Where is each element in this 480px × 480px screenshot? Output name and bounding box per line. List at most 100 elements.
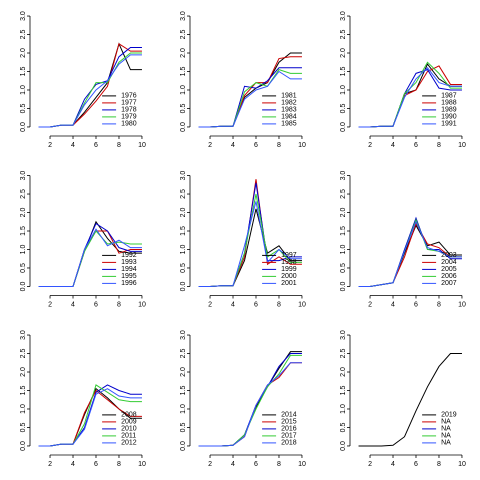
series-line <box>38 228 142 287</box>
legend-label: 2017 <box>281 433 297 440</box>
legend-label: NA <box>441 433 451 440</box>
y-tick-label: 1.5 <box>180 226 187 236</box>
legend-label: 2008 <box>121 412 137 419</box>
series-line <box>198 362 302 447</box>
y-tick-label: 0.0 <box>340 281 347 291</box>
y-tick-label: 1.5 <box>20 226 27 236</box>
series-line <box>198 201 302 287</box>
y-tick-label: 0.0 <box>20 281 27 291</box>
y-tick-label: 3.0 <box>20 11 27 21</box>
y-tick-label: 1.5 <box>180 386 187 396</box>
legend-label: 2006 <box>441 273 457 280</box>
y-tick-label: 0.5 <box>180 263 187 273</box>
y-tick-label: 2.5 <box>340 189 347 199</box>
x-tick-label: 6 <box>414 461 418 468</box>
x-tick-label: 8 <box>117 142 121 149</box>
y-tick-label: 1.0 <box>20 404 27 414</box>
y-tick-label: 0.5 <box>340 423 347 433</box>
x-tick-label: 8 <box>277 301 281 308</box>
y-tick-label: 2.5 <box>20 30 27 40</box>
x-tick-label: 8 <box>437 461 441 468</box>
x-tick-label: 6 <box>254 301 258 308</box>
x-tick-label: 8 <box>277 461 281 468</box>
legend-label: 2014 <box>281 412 297 419</box>
legend-label: 1991 <box>441 121 457 128</box>
legend-label: NA <box>441 426 451 433</box>
y-tick-label: 2.0 <box>180 48 187 58</box>
x-tick-label: 4 <box>231 301 235 308</box>
x-tick-label: 8 <box>117 301 121 308</box>
x-tick-label: 10 <box>458 142 466 149</box>
series-line <box>38 388 142 447</box>
legend-label: 1983 <box>281 107 297 114</box>
y-tick-label: 2.0 <box>180 367 187 377</box>
legend-label: 1987 <box>441 93 457 100</box>
legend-label: 1977 <box>121 100 137 107</box>
legend-label: 2004 <box>441 259 457 266</box>
x-tick-label: 4 <box>71 461 75 468</box>
x-tick-label: 10 <box>138 301 146 308</box>
x-tick-label: 4 <box>231 461 235 468</box>
legend-label: 1998 <box>281 259 297 266</box>
y-tick-label: 1.0 <box>180 85 187 95</box>
legend-label: 2005 <box>441 266 457 273</box>
x-tick-label: 4 <box>71 301 75 308</box>
legend-label: 1992 <box>121 252 137 259</box>
x-tick-label: 6 <box>254 461 258 468</box>
y-tick-label: 1.5 <box>180 67 187 77</box>
x-tick-label: 2 <box>368 301 372 308</box>
x-tick-label: 2 <box>208 301 212 308</box>
y-tick-label: 3.0 <box>180 11 187 21</box>
legend-label: NA <box>441 440 451 447</box>
y-tick-label: 0.0 <box>180 281 187 291</box>
x-tick-label: 10 <box>138 142 146 149</box>
y-tick-label: 1.0 <box>180 404 187 414</box>
series-line <box>38 54 142 128</box>
y-tick-label: 3.0 <box>20 171 27 181</box>
y-tick-label: 1.5 <box>20 386 27 396</box>
y-tick-label: 1.5 <box>340 386 347 396</box>
y-tick-label: 2.0 <box>20 367 27 377</box>
y-tick-label: 3.0 <box>340 330 347 340</box>
legend-label: 1982 <box>281 100 297 107</box>
y-tick-label: 0.0 <box>20 441 27 451</box>
series-line <box>358 353 462 447</box>
y-tick-label: 1.0 <box>340 85 347 95</box>
x-tick-label: 2 <box>208 142 212 149</box>
y-tick-label: 2.0 <box>340 48 347 58</box>
y-tick-label: 1.0 <box>180 245 187 255</box>
x-tick-label: 10 <box>458 301 466 308</box>
x-tick-label: 8 <box>437 142 441 149</box>
y-tick-label: 0.5 <box>180 423 187 433</box>
y-tick-label: 0.0 <box>180 441 187 451</box>
legend-label: 2010 <box>121 426 137 433</box>
legend-label: 2015 <box>281 419 297 426</box>
x-tick-label: 2 <box>48 142 52 149</box>
x-tick-label: 6 <box>414 301 418 308</box>
y-tick-label: 1.5 <box>340 226 347 236</box>
y-tick-label: 2.5 <box>180 30 187 40</box>
x-tick-label: 2 <box>48 461 52 468</box>
y-tick-label: 2.0 <box>20 48 27 58</box>
series-line <box>198 70 302 128</box>
x-tick-label: 8 <box>117 461 121 468</box>
legend-label: 2000 <box>281 273 297 280</box>
legend-label: 2018 <box>281 440 297 447</box>
legend-label: 1989 <box>441 107 457 114</box>
legend-label: 1993 <box>121 259 137 266</box>
legend-label: 1996 <box>121 280 137 287</box>
legend-label: 1984 <box>281 114 297 121</box>
x-tick-label: 10 <box>298 461 306 468</box>
x-tick-label: 8 <box>437 301 441 308</box>
legend-label: 2003 <box>441 252 457 259</box>
x-tick-label: 4 <box>391 461 395 468</box>
y-tick-label: 0.5 <box>20 104 27 114</box>
x-tick-label: 4 <box>391 301 395 308</box>
legend-label: 1978 <box>121 107 137 114</box>
legend-label: 1999 <box>281 266 297 273</box>
y-tick-label: 1.0 <box>20 245 27 255</box>
x-tick-label: 8 <box>277 142 281 149</box>
x-tick-label: 2 <box>368 142 372 149</box>
series-line <box>358 220 462 287</box>
